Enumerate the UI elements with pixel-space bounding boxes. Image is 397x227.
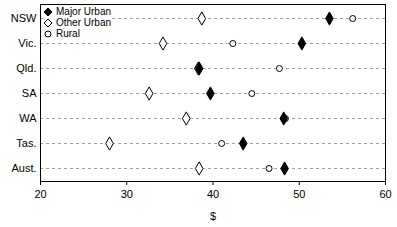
svg-text:Qld.: Qld. [16,62,36,74]
svg-text:Aust.: Aust. [11,162,36,174]
svg-text:$: $ [210,210,216,222]
html-text:Other Urban: Other Urban [56,17,111,28]
svg-text:NSW: NSW [11,12,37,24]
svg-text:30: 30 [121,188,133,200]
svg-text:50: 50 [293,188,305,200]
svg-text:60: 60 [379,188,391,200]
html-text:Major Urban: Major Urban [56,6,111,17]
svg-text:20: 20 [34,188,46,200]
svg-text:SA: SA [22,87,37,99]
svg-text:40: 40 [207,188,219,200]
html-text:Rural: Rural [56,28,80,39]
svg-text:Vic.: Vic. [18,37,36,49]
svg-text:Tas.: Tas. [16,137,36,149]
svg-text:WA: WA [19,112,37,124]
